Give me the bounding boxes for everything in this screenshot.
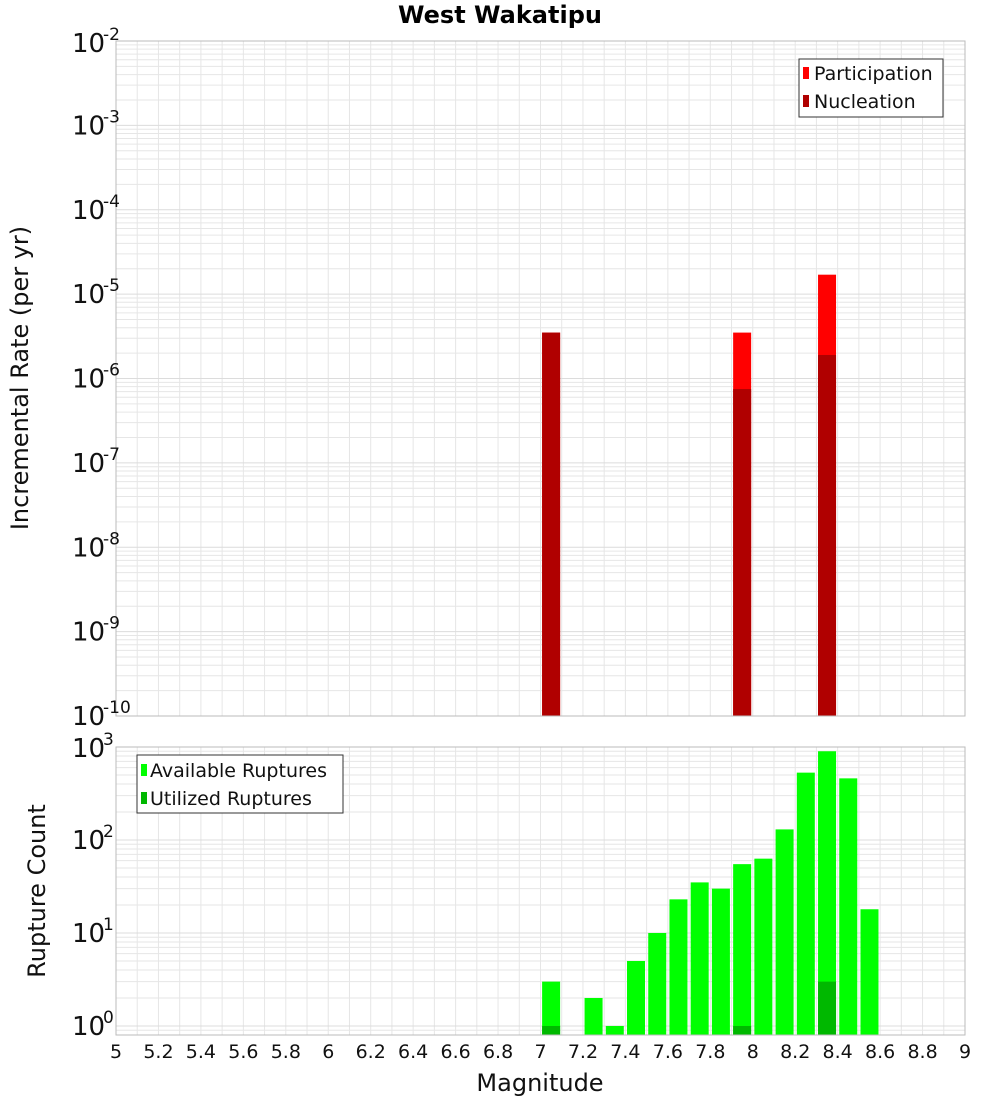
- chart-title: West Wakatipu: [398, 1, 602, 29]
- y-tick-exponent: -8: [103, 529, 120, 549]
- legend-swatch-utilized: [141, 792, 147, 804]
- y-tick-label: 10: [72, 365, 105, 395]
- bottom-legend: Available Ruptures Utilized Ruptures: [136, 754, 344, 814]
- y-tick-label: 10: [72, 919, 105, 949]
- y-tick-label: 10: [72, 1012, 105, 1042]
- bottom-legend-box: [136, 754, 344, 814]
- y-tick-exponent: -7: [103, 445, 120, 465]
- y-tick-exponent: -9: [103, 614, 120, 634]
- legend-label-available: Available Ruptures: [150, 760, 327, 782]
- y-tick-exponent: -5: [103, 276, 120, 296]
- y-tick-label: 10: [72, 196, 105, 226]
- x-tick-label: 5.6: [228, 1041, 258, 1063]
- x-tick-labels: 5 5.2 5.4 5.6 5.8 6 6.2 6.4 6.6 6.8 7 7.2 7.4 7.6 7.8 8…: [110, 1041, 971, 1063]
- x-tick-label: 8.8: [907, 1041, 937, 1063]
- y-tick-exponent: -3: [103, 107, 120, 127]
- x-tick-label: 8: [747, 1041, 759, 1063]
- y-tick-label: 10: [72, 111, 105, 141]
- bar-nucleation: [818, 354, 837, 716]
- y-tick-label: 10: [72, 449, 105, 479]
- top-legend-box: [798, 58, 944, 118]
- bar-available-ruptures: [818, 751, 837, 1035]
- x-tick-label: 7.2: [568, 1041, 598, 1063]
- bar-available-ruptures: [754, 858, 773, 1035]
- top-gridlines: [115, 40, 966, 717]
- top-bars: [542, 274, 837, 716]
- y-tick-exponent: 2: [103, 822, 114, 842]
- bar-nucleation: [542, 332, 561, 716]
- y-tick-label: 10: [72, 280, 105, 310]
- x-tick-label: 7.4: [610, 1041, 640, 1063]
- bar-available-ruptures: [542, 981, 561, 1035]
- x-tick-label: 9: [959, 1041, 971, 1063]
- legend-label-utilized: Utilized Ruptures: [150, 788, 312, 810]
- y-tick-exponent: -4: [103, 192, 120, 212]
- legend-swatch-nucleation: [803, 95, 809, 107]
- x-tick-label: 6.2: [356, 1041, 386, 1063]
- bar-available-ruptures: [733, 864, 752, 1035]
- x-tick-label: 5.8: [271, 1041, 301, 1063]
- x-tick-label: 6.6: [440, 1041, 470, 1063]
- bar-available-ruptures: [796, 772, 815, 1035]
- legend-label-participation: Participation: [814, 63, 933, 85]
- y-tick-exponent: -10: [103, 698, 131, 718]
- bar-available-ruptures: [584, 997, 603, 1035]
- bar-available-ruptures: [627, 960, 646, 1035]
- bar-utilized-ruptures: [733, 1025, 752, 1035]
- top-legend: Participation Nucleation: [798, 58, 944, 118]
- bottom-bars: [542, 751, 879, 1035]
- y-tick-label: 10: [72, 734, 105, 764]
- bar-available-ruptures: [775, 829, 794, 1035]
- y-tick-exponent: -2: [103, 25, 120, 45]
- x-tick-label: 6: [322, 1041, 334, 1063]
- x-tick-label: 6.8: [483, 1041, 513, 1063]
- top-plot-frame: [115, 40, 966, 717]
- y-tick-label: 10: [72, 826, 105, 856]
- bar-available-ruptures: [648, 932, 667, 1035]
- x-tick-label: 8.4: [823, 1041, 853, 1063]
- y-tick-exponent: 1: [103, 915, 114, 935]
- y-tick-exponent: 3: [103, 730, 114, 750]
- bar-available-ruptures: [839, 778, 858, 1035]
- bottom-y-axis-label: Rupture Count: [23, 804, 51, 978]
- x-tick-label: 5: [110, 1041, 122, 1063]
- y-tick-label: 10: [72, 618, 105, 648]
- y-tick-exponent: -6: [103, 361, 120, 381]
- bar-available-ruptures: [669, 899, 688, 1035]
- bar-available-ruptures: [860, 909, 879, 1035]
- bar-available-ruptures: [605, 1025, 624, 1035]
- x-tick-label: 7.8: [695, 1041, 725, 1063]
- legend-label-nucleation: Nucleation: [814, 91, 916, 113]
- y-tick-label: 10: [72, 29, 105, 59]
- bar-nucleation: [733, 389, 752, 716]
- y-tick-label: 10: [72, 533, 105, 563]
- legend-swatch-available: [141, 764, 147, 776]
- bar-available-ruptures: [711, 888, 730, 1035]
- top-y-axis-label: Incremental Rate (per yr): [6, 226, 34, 530]
- bar-available-ruptures: [690, 882, 709, 1035]
- x-tick-label: 8.2: [780, 1041, 810, 1063]
- bar-utilized-ruptures: [542, 1025, 561, 1035]
- bar-utilized-ruptures: [818, 981, 837, 1035]
- x-tick-label: 5.2: [143, 1041, 173, 1063]
- x-axis-label: Magnitude: [476, 1069, 603, 1097]
- bottom-plot-frame: [115, 746, 966, 1036]
- y-tick-exponent: 0: [103, 1008, 114, 1028]
- x-tick-label: 8.6: [865, 1041, 895, 1063]
- legend-swatch-participation: [803, 67, 809, 79]
- y-tick-label: 10: [72, 702, 105, 732]
- x-tick-label: 5.4: [186, 1041, 216, 1063]
- x-tick-label: 7.6: [653, 1041, 683, 1063]
- x-tick-label: 7: [534, 1041, 546, 1063]
- x-tick-label: 6.4: [398, 1041, 428, 1063]
